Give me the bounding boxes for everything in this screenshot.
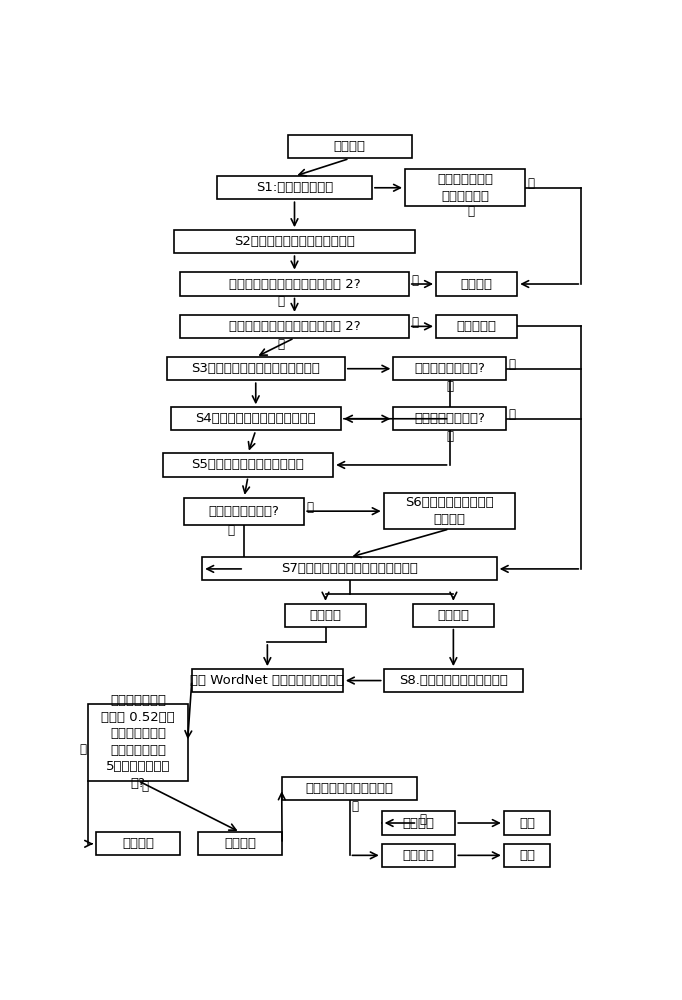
Bar [217,176,372,199]
Bar [166,357,345,380]
Bar [175,230,415,253]
Text: 隐喻表达: 隐喻表达 [402,817,434,830]
Text: S8.利用知网获得英文义原集: S8.利用知网获得英文义原集 [399,674,508,687]
Text: S2基于句法分析的修饰成分删除: S2基于句法分析的修饰成分删除 [234,235,355,248]
Text: 利用 WordNet 计算二者最大相似度: 利用 WordNet 计算二者最大相似度 [190,674,344,687]
Text: 常规表达: 常规表达 [460,278,492,291]
Bar [436,315,518,338]
Bar [384,669,523,692]
Text: 否: 否 [306,501,314,514]
Text: S6：基于根结点依存关
系的筛选: S6：基于根结点依存关 系的筛选 [405,496,494,526]
Bar [382,811,456,835]
Text: 明喻表达: 明喻表达 [402,849,434,862]
Text: 是: 是 [227,524,234,537]
Text: S7：简单比喻句的候选本、喻体抽取: S7：简单比喻句的候选本、喻体抽取 [281,562,418,575]
Text: 是: 是 [411,316,418,329]
Bar [96,832,180,855]
Text: 候选本体: 候选本体 [310,609,342,622]
Text: 最大相似度大于
或等于 0.52；或
最近公共父节点
的最大深度大于
5；或比喻词为副
词?: 最大相似度大于 或等于 0.52；或 最近公共父节点 的最大深度大于 5；或比喻… [101,694,175,790]
Text: 比喻词是否为隐喻常用词: 比喻词是否为隐喻常用词 [306,782,394,795]
Bar [180,315,409,338]
Bar [436,272,518,296]
Text: 是否包含比喻词
或比喻特征词: 是否包含比喻词 或比喻特征词 [437,173,493,203]
Text: 是: 是 [411,274,418,287]
Bar [285,604,366,627]
Text: S1:分词、词性标注: S1:分词、词性标注 [256,181,333,194]
Bar [282,777,417,800]
Text: 否: 否 [278,295,284,308]
Bar [405,169,525,206]
Text: 输入句子: 输入句子 [333,140,366,153]
Text: 是否为简单比喻句?: 是否为简单比喻句? [209,505,280,518]
Text: 否: 否 [447,430,454,443]
Bar [382,844,456,867]
Text: 名词和代词的数量之和是否等于 2?: 名词和代词的数量之和是否等于 2? [228,320,360,333]
Text: 是: 是 [79,743,86,756]
Bar [198,832,282,855]
Text: 是: 是 [467,205,474,218]
Text: 常规表达: 常规表达 [122,837,154,850]
Text: 喻体: 喻体 [519,849,535,862]
Text: 是: 是 [508,408,515,421]
Bar [180,272,409,296]
Bar [163,453,333,477]
Bar [203,557,496,580]
Bar [394,407,505,430]
Bar [384,493,516,529]
Bar [89,704,188,781]
Text: S5：基于依存关系的范围缩小: S5：基于依存关系的范围缩小 [192,458,304,471]
Bar [184,498,304,525]
Text: 本体: 本体 [519,817,535,830]
Text: 否: 否 [278,338,284,351]
Text: 否: 否 [352,800,359,813]
Text: S3：基于简单从句的多余成分删除: S3：基于简单从句的多余成分删除 [192,362,320,375]
Bar [192,669,343,692]
Bar [413,604,494,627]
Text: 是: 是 [508,358,515,371]
Text: 是: 是 [419,813,427,826]
Bar [504,811,550,835]
Text: S4：基于比喻词的多余成分删除: S4：基于比喻词的多余成分删除 [195,412,316,425]
Bar [504,844,550,867]
Text: 是否为简单比喻句?: 是否为简单比喻句? [414,412,485,425]
Text: 候选喻体: 候选喻体 [437,609,469,622]
Text: 是否为简单比喻句?: 是否为简单比喻句? [414,362,485,375]
Text: 否: 否 [447,380,454,393]
Bar [288,135,411,158]
Bar [170,407,341,430]
Text: 否: 否 [142,780,149,793]
Text: 比喻表达: 比喻表达 [224,837,256,850]
Text: 否: 否 [527,177,535,190]
Bar [394,357,505,380]
Text: 简单比喻句: 简单比喻句 [457,320,496,333]
Text: 名词和代词的数量之和是否小于 2?: 名词和代词的数量之和是否小于 2? [228,278,360,291]
